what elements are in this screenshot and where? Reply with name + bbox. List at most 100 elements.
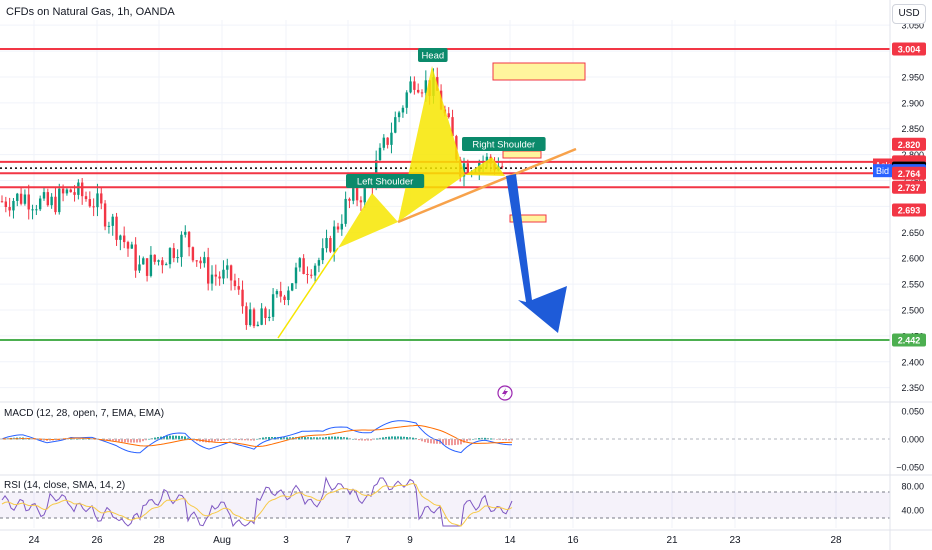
candle-body: [325, 238, 328, 249]
macd-tick-label: 0.000: [901, 435, 924, 445]
candle-body: [290, 283, 294, 291]
candle-body: [191, 247, 195, 261]
candle-body: [164, 264, 168, 266]
candle-body: [35, 209, 38, 211]
macd-tick-label: −0.050: [896, 463, 924, 473]
price-tick-label: 2.500: [901, 305, 924, 315]
neckline[interactable]: [397, 147, 577, 224]
price-label[interactable]: 2.764: [898, 169, 921, 179]
macd-histogram-bar: [394, 436, 396, 440]
macd-histogram-bar: [397, 436, 399, 440]
price-label[interactable]: 2.442: [898, 336, 921, 346]
candle-body: [4, 201, 8, 207]
candle-body: [115, 216, 118, 240]
right-shoulder-shape[interactable]: [465, 157, 505, 176]
macd-histogram-bar: [406, 437, 408, 440]
macd-histogram-bar: [40, 439, 42, 441]
macd-histogram-bar: [508, 439, 510, 441]
candle-body: [462, 163, 466, 177]
head-label-bg[interactable]: [418, 48, 448, 62]
macd-histogram-bar: [448, 439, 450, 446]
macd-histogram-bar: [178, 435, 180, 440]
price-label-bg[interactable]: [892, 42, 926, 56]
macd-histogram-bar: [478, 438, 480, 440]
macd-histogram-bar: [268, 437, 270, 440]
macd-histogram-bar: [421, 439, 423, 442]
macd-histogram-bar: [403, 436, 405, 440]
price-label[interactable]: 2.693: [898, 206, 921, 216]
price-label[interactable]: 3.004: [898, 44, 921, 54]
price-label-bg[interactable]: [892, 333, 926, 347]
price-tick-label: 2.550: [901, 280, 924, 290]
candle-body: [233, 280, 237, 287]
right-shoulder-label-bg[interactable]: [462, 137, 546, 151]
time-axis[interactable]: 24 26 28 Aug 3 7 9 14 16 21 23 28: [0, 529, 932, 546]
right-shoulder-label[interactable]: Right Shoulder: [472, 140, 535, 151]
drawings-layer[interactable]: Left Shoulder Head Right Shoulder: [0, 47, 890, 401]
price-label-bg[interactable]: [892, 203, 926, 217]
candle-body: [359, 200, 363, 203]
macd-histogram-bar: [133, 439, 135, 443]
candle-body: [313, 265, 317, 276]
price-axis[interactable]: 3.0503.0002.9502.9002.8502.8002.7502.700…: [873, 0, 926, 550]
head-label[interactable]: Head: [421, 51, 444, 62]
target-box[interactable]: [509, 214, 547, 223]
macd-histogram-bar: [220, 439, 222, 441]
rsi-label[interactable]: RSI (14, close, SMA, 14, 2): [4, 480, 126, 491]
candle-body: [203, 257, 206, 264]
projection-arrow[interactable]: [506, 174, 567, 333]
macd-histogram-bar: [217, 439, 219, 442]
candle-body: [447, 113, 450, 118]
macd-histogram-bar: [328, 436, 330, 440]
lightning-icon-bolt[interactable]: [502, 388, 508, 398]
currency-selector[interactable]: USD: [892, 4, 926, 24]
macd-histogram-bar: [472, 438, 474, 440]
price-label-bg[interactable]: [892, 166, 926, 180]
macd-histogram-bar: [148, 438, 150, 440]
macd-histogram-bar: [319, 437, 321, 440]
candle-body: [149, 254, 153, 276]
price-label[interactable]: 2.737: [898, 183, 921, 193]
candle-body: [252, 309, 256, 327]
price-tick-label: 2.350: [901, 383, 924, 393]
price-tag[interactable]: Bid: [876, 166, 889, 176]
candle-body: [61, 188, 65, 194]
macd-histogram-bar: [307, 437, 309, 440]
left-shoulder-label[interactable]: Left Shoulder: [357, 177, 414, 188]
candle-body: [134, 244, 137, 271]
macd-histogram-bar: [244, 439, 246, 441]
price-tag-bg[interactable]: [873, 164, 892, 178]
candle-body: [302, 258, 305, 274]
candle-body: [84, 196, 88, 200]
pattern-leg[interactable]: [277, 247, 339, 339]
time-tick-label: 28: [153, 535, 165, 546]
candle-body: [16, 193, 19, 201]
macd-histogram-bar: [256, 438, 258, 440]
target-box[interactable]: [492, 62, 586, 81]
macd-histogram-bar: [460, 439, 462, 445]
candle-body: [73, 192, 76, 195]
price-label[interactable]: 2.820: [898, 140, 921, 150]
macd-histogram-bar: [175, 435, 177, 440]
candle-body: [107, 225, 111, 227]
signal-line: [1, 424, 513, 448]
macd-histogram-bar: [334, 436, 336, 440]
target-box[interactable]: [502, 150, 542, 159]
candle-body: [340, 223, 344, 230]
grid-lines: [0, 20, 890, 528]
lightning-icon[interactable]: [497, 385, 513, 401]
macd-histogram-bar: [70, 438, 72, 440]
price-label-bg[interactable]: [892, 180, 926, 194]
time-tick-label: 9: [407, 535, 413, 546]
candle-body: [294, 267, 298, 284]
macd-pane: 0.050 0.000 −0.050: [0, 401, 932, 473]
left-shoulder-label-bg[interactable]: [346, 174, 425, 188]
macd-histogram-bar: [112, 439, 114, 441]
candle-body: [317, 260, 321, 266]
candle-body: [88, 199, 92, 207]
macd-label[interactable]: MACD (12, 28, open, 7, EMA, EMA): [4, 408, 165, 419]
price-label-bg[interactable]: [892, 137, 926, 151]
candle-body: [172, 248, 176, 258]
left-shoulder-shape[interactable]: [338, 193, 398, 248]
